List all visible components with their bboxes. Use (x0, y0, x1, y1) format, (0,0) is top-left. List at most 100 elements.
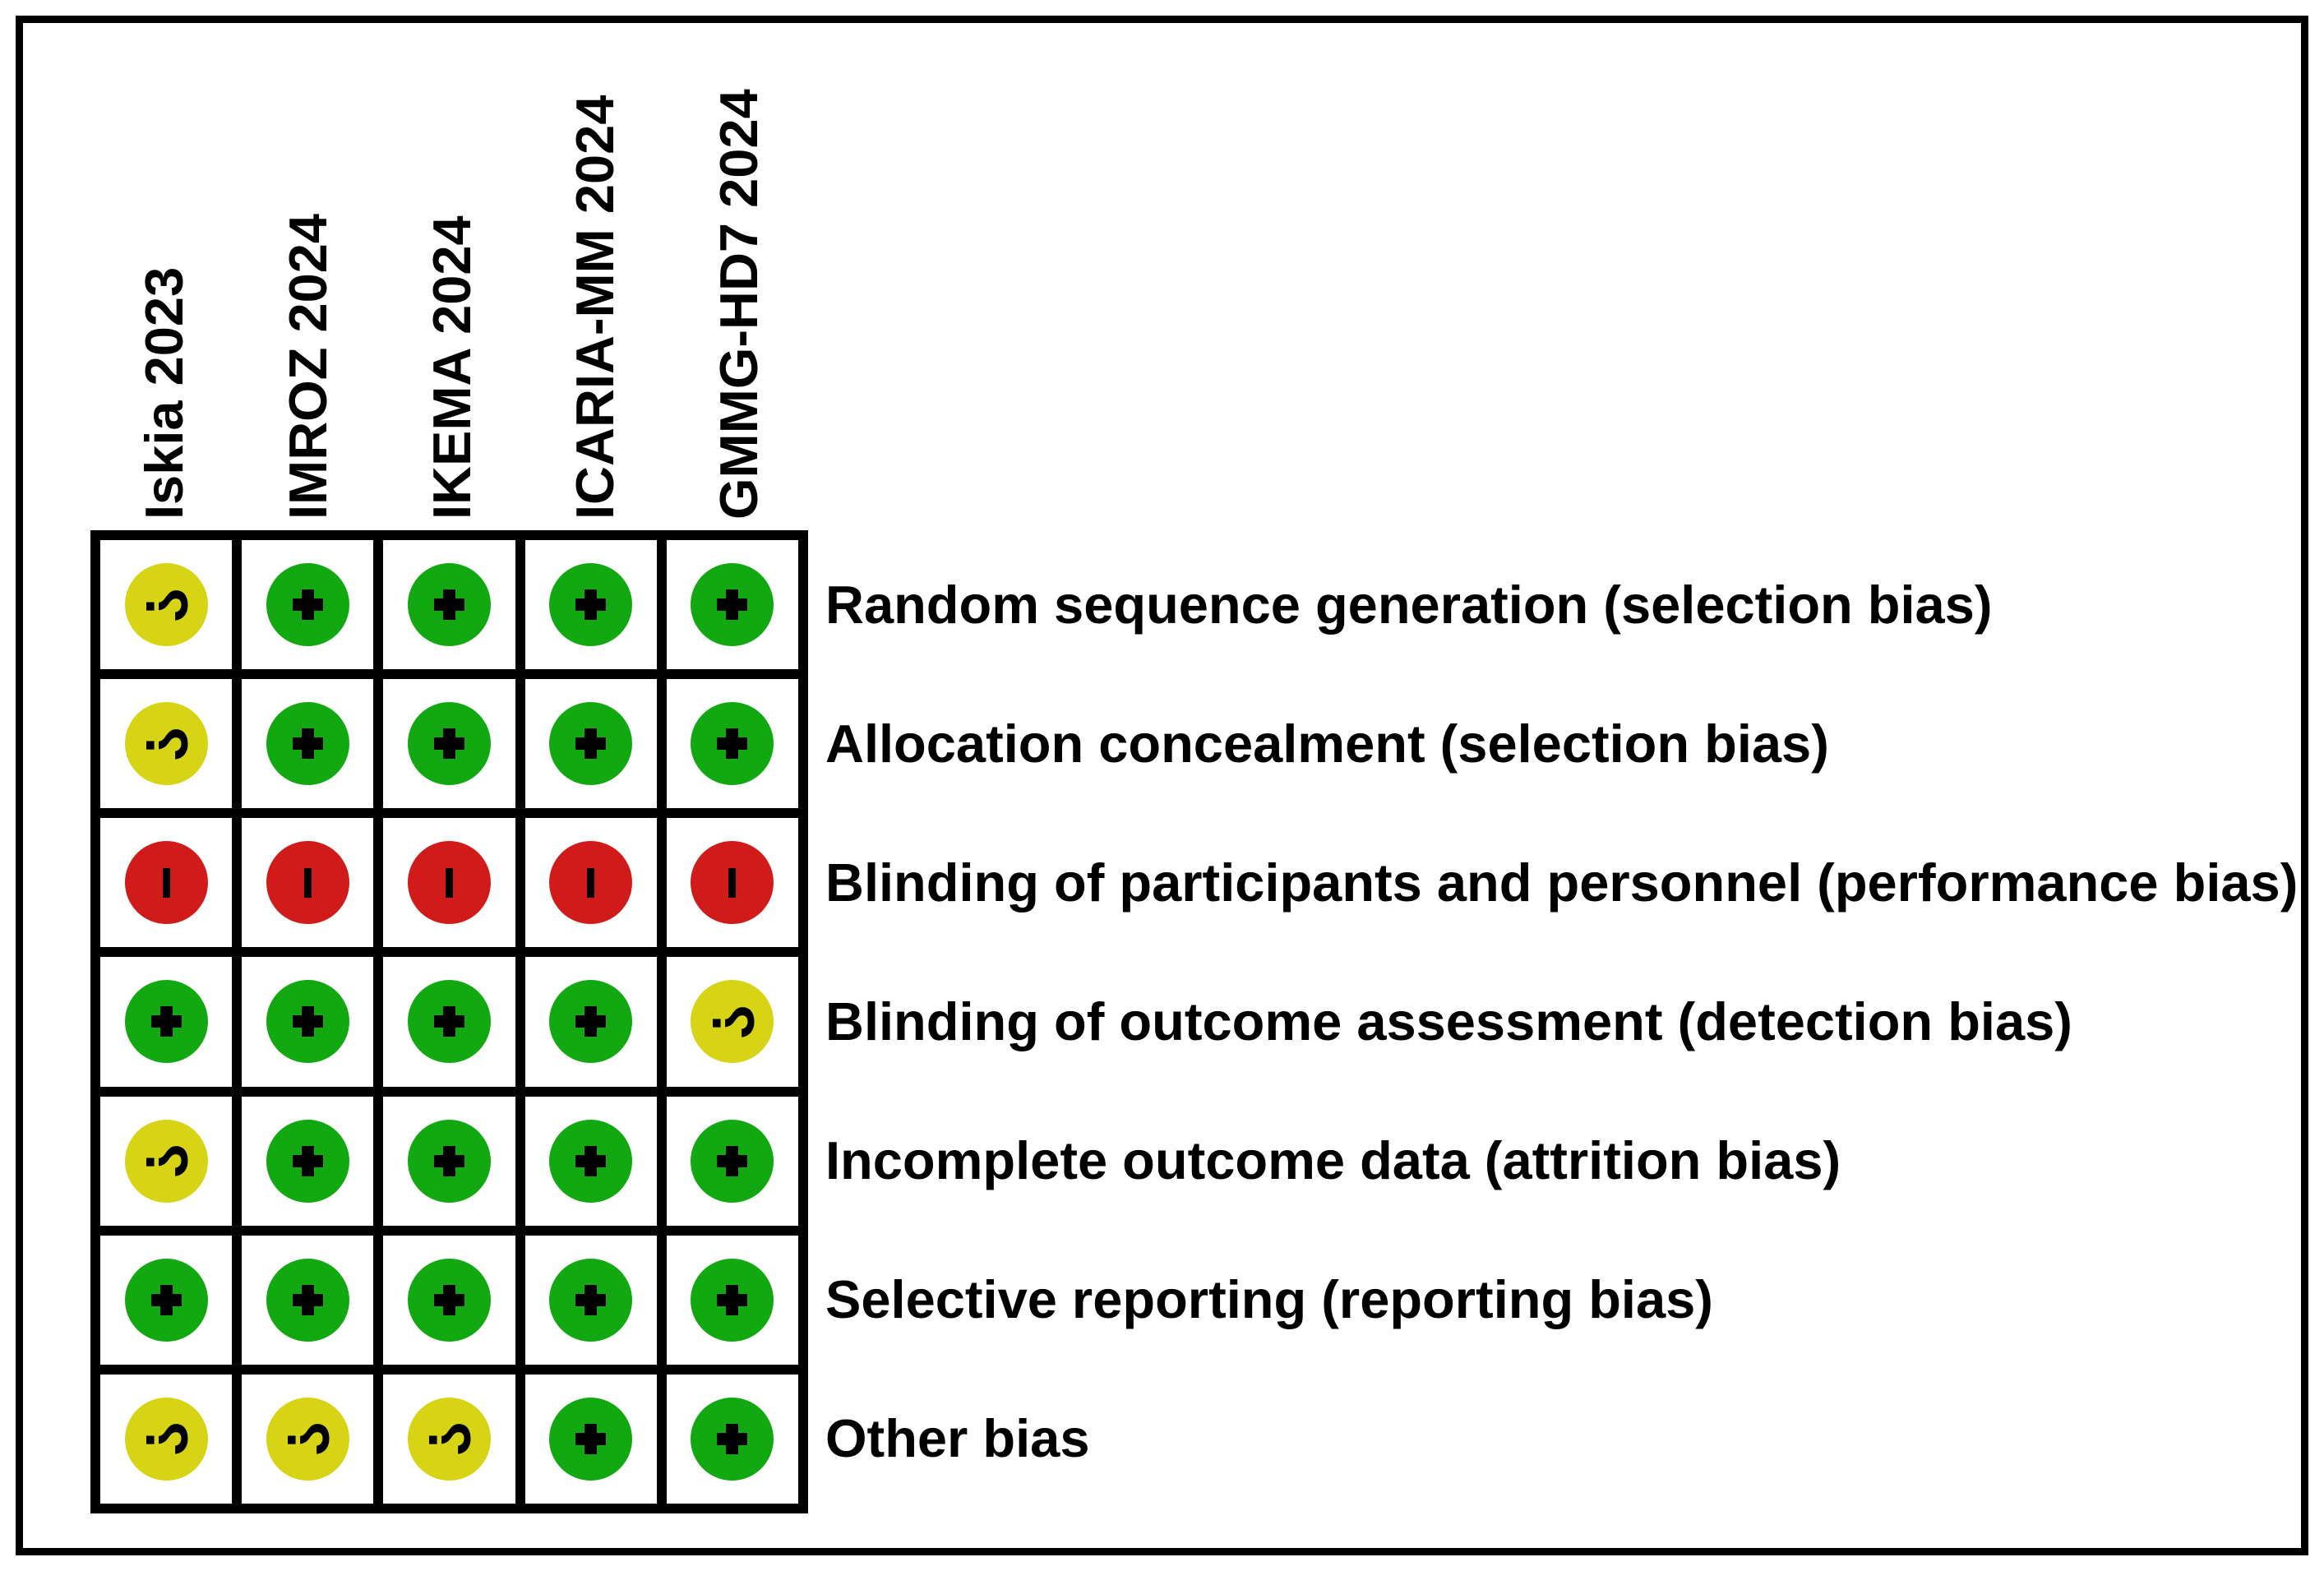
low-risk-circle (266, 702, 349, 786)
judgement-cell: ? (666, 957, 798, 1087)
low-risk-circle (407, 702, 491, 786)
judgement-cell (383, 540, 515, 670)
judgement-cell: ? (100, 1374, 233, 1504)
judgement-cell (666, 679, 798, 809)
plus-icon (292, 589, 323, 621)
plus-icon (575, 728, 607, 760)
plus-icon (150, 1006, 182, 1037)
minus-icon (728, 867, 737, 898)
domain-label: Other bias (825, 1408, 1090, 1469)
unclear-risk-circle: ? (266, 1397, 349, 1481)
judgement-cell (100, 1235, 233, 1365)
high-risk-circle (691, 841, 774, 925)
high-risk-circle (549, 841, 633, 925)
judgement-cell (524, 1374, 657, 1504)
judgement-grid: ??????? (90, 530, 808, 1513)
judgement-cell (524, 679, 657, 809)
plus-icon (575, 1006, 607, 1037)
low-risk-circle (407, 563, 491, 647)
low-risk-circle (124, 980, 208, 1064)
plus-icon (717, 1145, 748, 1176)
question-mark-icon: ? (275, 1421, 341, 1458)
judgement-cell (524, 540, 657, 670)
figure-frame (16, 16, 2308, 1555)
unclear-risk-circle: ? (124, 563, 208, 647)
judgement-cell (666, 1374, 798, 1504)
plus-icon (433, 1006, 464, 1037)
study-header: IKEMA 2024 (421, 215, 482, 520)
low-risk-circle (691, 1119, 774, 1203)
low-risk-circle (549, 1258, 633, 1342)
plus-icon (717, 589, 748, 621)
question-mark-icon: ? (416, 1421, 483, 1458)
study-header: IMROZ 2024 (277, 213, 338, 520)
low-risk-circle (691, 1258, 774, 1342)
judgement-cell (666, 540, 798, 670)
domain-label: Blinding of participants and personnel (… (825, 852, 2299, 913)
judgement-cell: ? (383, 1374, 515, 1504)
low-risk-circle (549, 563, 633, 647)
study-header: GMMG-HD7 2024 (708, 89, 769, 520)
question-mark-icon: ? (133, 1421, 200, 1458)
domain-label: Blinding of outcome assessment (detectio… (825, 991, 2072, 1052)
low-risk-circle (549, 702, 633, 786)
domain-label: Random sequence generation (selection bi… (825, 574, 1993, 635)
judgement-cell (242, 540, 374, 670)
low-risk-circle (691, 1397, 774, 1481)
minus-icon (303, 867, 312, 898)
plus-icon (575, 1423, 607, 1454)
plus-icon (433, 1284, 464, 1315)
question-mark-icon: ? (133, 1143, 200, 1180)
plus-icon (575, 589, 607, 621)
unclear-risk-circle: ? (124, 702, 208, 786)
judgement-cell: ? (100, 679, 233, 809)
plus-icon (292, 1145, 323, 1176)
plus-icon (575, 1145, 607, 1176)
judgement-cell: ? (100, 540, 233, 670)
judgement-cell: ? (242, 1374, 374, 1504)
high-risk-circle (266, 841, 349, 925)
plus-icon (433, 1145, 464, 1176)
judgement-cell (242, 679, 374, 809)
low-risk-circle (549, 1397, 633, 1481)
plus-icon (717, 1284, 748, 1315)
low-risk-circle (266, 1119, 349, 1203)
question-mark-icon: ? (133, 725, 200, 762)
low-risk-circle (549, 1119, 633, 1203)
plus-icon (717, 728, 748, 760)
low-risk-circle (266, 980, 349, 1064)
study-header: ICARIA-MM 2024 (565, 95, 626, 520)
question-mark-icon: ? (133, 586, 200, 623)
plus-icon (150, 1284, 182, 1315)
plus-icon (433, 589, 464, 621)
low-risk-circle (549, 980, 633, 1064)
judgement-cell (383, 818, 515, 948)
judgement-cell (524, 818, 657, 948)
judgement-cell (383, 957, 515, 1087)
low-risk-circle (266, 1258, 349, 1342)
judgement-cell (666, 1096, 798, 1226)
unclear-risk-circle: ? (691, 980, 774, 1064)
question-mark-icon: ? (699, 1003, 765, 1040)
judgement-cell (242, 818, 374, 948)
unclear-risk-circle: ? (407, 1397, 491, 1481)
domain-label: Allocation concealment (selection bias) (825, 713, 1829, 774)
domain-label: Incomplete outcome data (attrition bias) (825, 1130, 1841, 1191)
low-risk-circle (124, 1258, 208, 1342)
judgement-cell (383, 1235, 515, 1365)
judgement-cell (524, 957, 657, 1087)
minus-icon (587, 867, 595, 898)
unclear-risk-circle: ? (124, 1397, 208, 1481)
judgement-cell (383, 1096, 515, 1226)
plus-icon (717, 1423, 748, 1454)
domain-label: Selective reporting (reporting bias) (825, 1269, 1713, 1330)
low-risk-circle (407, 980, 491, 1064)
plus-icon (433, 728, 464, 760)
plus-icon (575, 1284, 607, 1315)
high-risk-circle (124, 841, 208, 925)
low-risk-circle (691, 702, 774, 786)
plus-icon (292, 728, 323, 760)
judgement-cell (666, 1235, 798, 1365)
unclear-risk-circle: ? (124, 1119, 208, 1203)
